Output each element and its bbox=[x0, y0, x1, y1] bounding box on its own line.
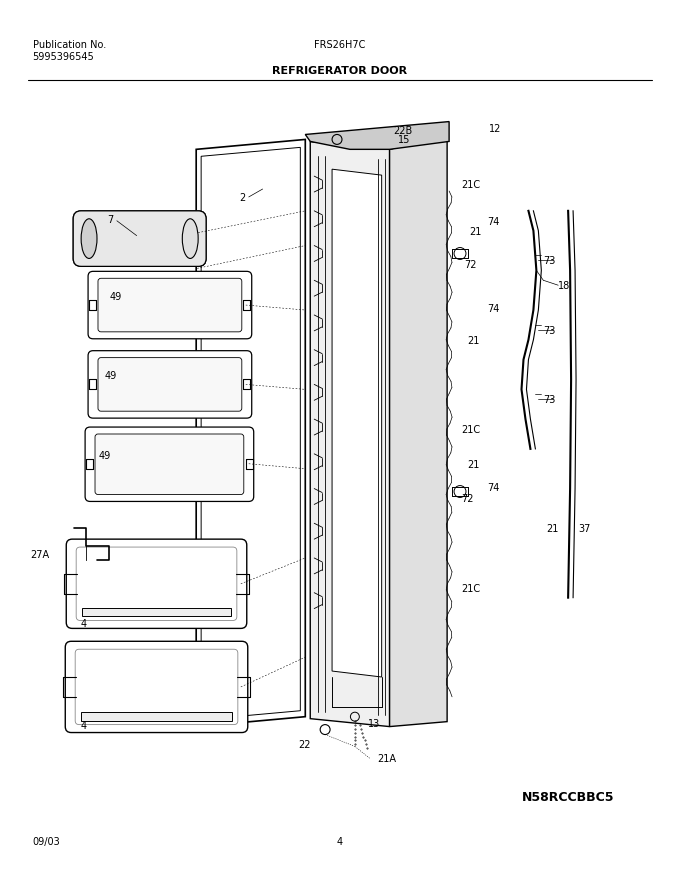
Text: 12: 12 bbox=[489, 123, 501, 133]
Text: 2: 2 bbox=[239, 193, 245, 202]
Text: 72: 72 bbox=[461, 494, 473, 504]
FancyBboxPatch shape bbox=[88, 272, 252, 340]
Text: REFRIGERATOR DOOR: REFRIGERATOR DOOR bbox=[273, 66, 407, 76]
Text: 7: 7 bbox=[107, 215, 113, 224]
Text: 22: 22 bbox=[299, 740, 311, 750]
Ellipse shape bbox=[81, 220, 97, 259]
FancyBboxPatch shape bbox=[95, 434, 244, 495]
Text: 49: 49 bbox=[105, 371, 117, 381]
Text: N58RCCBBC5: N58RCCBBC5 bbox=[522, 790, 614, 803]
Ellipse shape bbox=[182, 220, 198, 259]
Text: 27A: 27A bbox=[31, 549, 50, 560]
Text: 21C: 21C bbox=[461, 180, 480, 189]
FancyBboxPatch shape bbox=[98, 279, 242, 333]
Text: 74: 74 bbox=[487, 216, 499, 227]
Text: 18: 18 bbox=[558, 281, 571, 291]
FancyBboxPatch shape bbox=[65, 641, 248, 733]
FancyBboxPatch shape bbox=[73, 211, 206, 267]
Polygon shape bbox=[305, 123, 449, 150]
Text: 21: 21 bbox=[467, 459, 479, 469]
Text: 13: 13 bbox=[368, 718, 380, 727]
Text: 21C: 21C bbox=[461, 425, 480, 434]
Text: 74: 74 bbox=[487, 303, 499, 314]
Text: 73: 73 bbox=[543, 256, 556, 266]
Text: 21: 21 bbox=[469, 227, 481, 236]
FancyBboxPatch shape bbox=[81, 712, 232, 720]
Text: 4: 4 bbox=[80, 619, 86, 628]
Polygon shape bbox=[310, 130, 447, 150]
Text: 4: 4 bbox=[337, 836, 343, 846]
Text: 21A: 21A bbox=[377, 753, 396, 764]
FancyBboxPatch shape bbox=[75, 649, 238, 725]
Text: 73: 73 bbox=[543, 326, 556, 335]
FancyBboxPatch shape bbox=[88, 351, 252, 419]
Polygon shape bbox=[390, 136, 447, 726]
Text: 21: 21 bbox=[546, 524, 559, 534]
Text: 15: 15 bbox=[398, 136, 410, 145]
Text: 49: 49 bbox=[110, 292, 122, 302]
Text: FRS26H7C: FRS26H7C bbox=[314, 40, 366, 50]
FancyBboxPatch shape bbox=[85, 428, 254, 502]
Text: 73: 73 bbox=[543, 395, 556, 405]
FancyBboxPatch shape bbox=[82, 608, 231, 617]
Text: 37: 37 bbox=[578, 524, 590, 534]
Text: 72: 72 bbox=[464, 260, 477, 270]
Text: 49: 49 bbox=[99, 450, 112, 461]
FancyBboxPatch shape bbox=[98, 358, 242, 412]
FancyBboxPatch shape bbox=[66, 540, 247, 628]
FancyBboxPatch shape bbox=[76, 547, 237, 620]
Text: 5995396545: 5995396545 bbox=[33, 52, 95, 62]
Text: 21C: 21C bbox=[461, 583, 480, 593]
Polygon shape bbox=[310, 143, 390, 726]
Text: 09/03: 09/03 bbox=[33, 836, 61, 846]
Polygon shape bbox=[332, 170, 381, 677]
Text: 74: 74 bbox=[487, 482, 499, 492]
Text: 4: 4 bbox=[80, 720, 86, 730]
Text: 21: 21 bbox=[467, 335, 479, 345]
Text: 22B: 22B bbox=[394, 125, 413, 136]
Text: Publication No.: Publication No. bbox=[33, 40, 106, 50]
